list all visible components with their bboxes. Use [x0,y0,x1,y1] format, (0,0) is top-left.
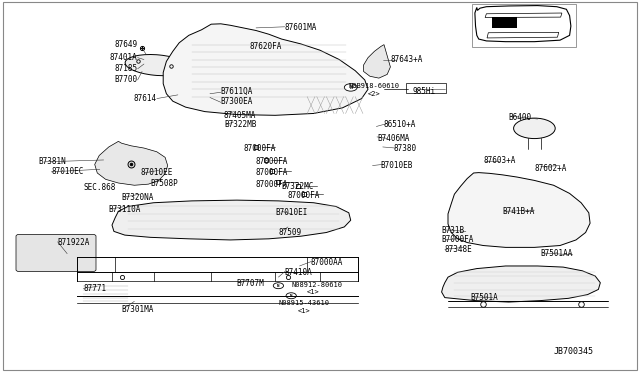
FancyBboxPatch shape [492,17,517,28]
Text: B7700: B7700 [115,76,138,84]
Text: 87000FA: 87000FA [256,180,289,189]
Text: B6400: B6400 [509,113,532,122]
Text: B741B+A: B741B+A [502,207,535,216]
Text: 87602+A: 87602+A [534,164,567,173]
Text: N: N [290,294,292,298]
Text: 87380: 87380 [394,144,417,153]
Text: 87000FA: 87000FA [256,157,289,166]
Text: B7501AA: B7501AA [541,249,573,258]
Text: 87010EE: 87010EE [141,169,173,177]
Text: N08912-80610: N08912-80610 [291,282,342,288]
Text: B7322MB: B7322MB [224,120,257,129]
Text: 87000FA: 87000FA [256,169,289,177]
Circle shape [344,84,357,91]
Text: N: N [277,284,280,288]
Text: B7508P: B7508P [150,179,178,187]
Ellipse shape [514,118,555,139]
Text: <2>: <2> [368,91,381,97]
Text: B7010EI: B7010EI [275,208,308,217]
Polygon shape [95,141,168,185]
FancyBboxPatch shape [16,234,96,272]
Polygon shape [487,32,559,38]
Text: N: N [349,85,352,90]
Text: B7301MA: B7301MA [122,305,154,314]
Text: 87401A: 87401A [110,53,138,62]
Text: 87620FA: 87620FA [250,42,282,51]
Text: 985Hi: 985Hi [413,87,436,96]
Polygon shape [112,200,351,240]
Text: N0B918-60610: N0B918-60610 [349,83,400,89]
Polygon shape [442,266,600,302]
Text: 87010EC: 87010EC [51,167,84,176]
Ellipse shape [125,55,188,76]
Text: 87185: 87185 [115,64,138,73]
Text: 87601MA: 87601MA [285,23,317,32]
Text: 86510+A: 86510+A [384,120,417,129]
Text: B7320NA: B7320NA [122,193,154,202]
Text: N08915-43610: N08915-43610 [278,300,330,306]
Text: <1>: <1> [307,289,320,295]
Text: 87771: 87771 [83,284,106,293]
Text: B71922A: B71922A [58,238,90,247]
Text: B7010EB: B7010EB [381,161,413,170]
Text: B7300EA: B7300EA [221,97,253,106]
Text: B731B: B731B [442,226,465,235]
Text: B7501A: B7501A [470,293,498,302]
Text: B7322MC: B7322MC [282,182,314,190]
Text: B7707M: B7707M [237,279,264,288]
Text: 87405MA: 87405MA [224,111,257,120]
Text: 87000AA: 87000AA [310,258,343,267]
Polygon shape [163,24,368,115]
Circle shape [273,283,284,289]
Polygon shape [364,45,390,78]
Text: 87348E: 87348E [445,246,472,254]
Circle shape [286,293,296,299]
Text: 87643+A: 87643+A [390,55,423,64]
Text: 87000FA: 87000FA [243,144,276,153]
Text: JB700345: JB700345 [554,347,594,356]
Text: B7410A: B7410A [285,268,312,277]
Polygon shape [475,6,571,42]
Text: <1>: <1> [298,308,310,314]
Text: 87000FA: 87000FA [288,191,321,200]
Polygon shape [448,173,590,247]
Text: B7611QA: B7611QA [221,87,253,96]
Text: 87649: 87649 [115,40,138,49]
Text: B7406MA: B7406MA [378,134,410,143]
Polygon shape [485,13,562,17]
FancyBboxPatch shape [406,83,446,93]
Text: B73110A: B73110A [109,205,141,214]
Text: 87614: 87614 [134,94,157,103]
Text: SEC.868: SEC.868 [83,183,116,192]
Text: 87603+A: 87603+A [483,156,516,165]
Text: B7000FA: B7000FA [442,235,474,244]
Text: 87509: 87509 [278,228,301,237]
Text: B7381N: B7381N [38,157,66,166]
